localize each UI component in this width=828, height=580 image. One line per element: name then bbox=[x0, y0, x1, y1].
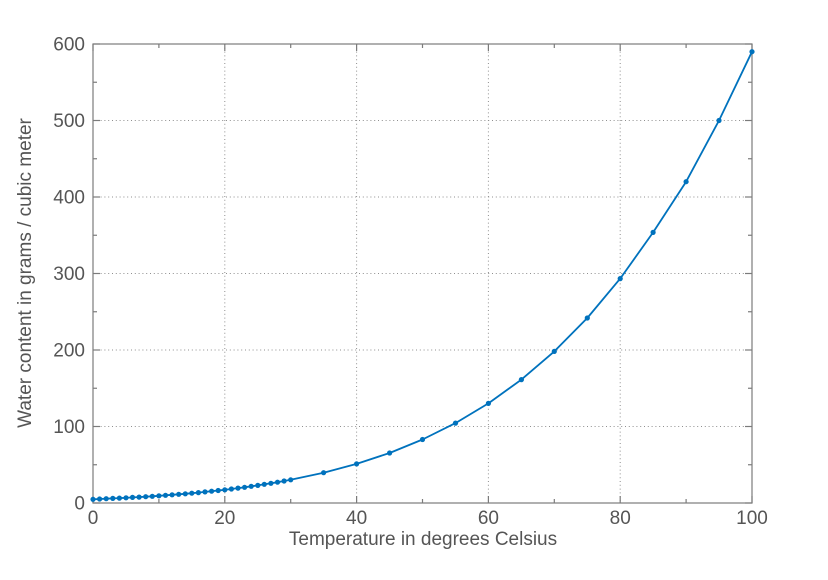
data-point bbox=[354, 461, 360, 467]
data-point bbox=[202, 489, 208, 495]
data-point bbox=[149, 493, 155, 499]
y-tick-label: 0 bbox=[74, 494, 85, 515]
x-tick-label: 60 bbox=[478, 508, 499, 529]
data-point bbox=[419, 436, 426, 443]
data-point bbox=[518, 377, 525, 383]
data-point bbox=[683, 179, 689, 185]
data-point bbox=[485, 400, 491, 406]
data-point bbox=[129, 494, 136, 500]
data-point bbox=[321, 470, 327, 476]
data-point bbox=[116, 495, 122, 501]
data-point bbox=[162, 492, 169, 498]
data-point bbox=[136, 494, 142, 500]
data-point bbox=[97, 496, 103, 502]
y-tick-label: 400 bbox=[53, 188, 85, 209]
x-tick-label: 80 bbox=[610, 508, 631, 529]
data-point bbox=[143, 494, 149, 500]
data-point bbox=[248, 483, 254, 489]
x-tick-label: 20 bbox=[214, 508, 235, 529]
data-point bbox=[551, 348, 557, 354]
data-point bbox=[228, 486, 234, 492]
y-tick-label: 100 bbox=[53, 417, 85, 438]
data-point bbox=[584, 315, 590, 321]
data-point bbox=[156, 493, 162, 499]
data-point bbox=[90, 496, 96, 502]
data-point bbox=[281, 478, 287, 484]
data-point bbox=[123, 495, 129, 501]
data-point bbox=[195, 490, 201, 496]
data-point bbox=[274, 479, 281, 485]
data-point bbox=[617, 276, 623, 282]
x-tick-label: 100 bbox=[736, 508, 768, 529]
y-tick-label: 600 bbox=[53, 35, 85, 56]
data-point bbox=[176, 491, 182, 497]
x-axis-label: Temperature in degrees Celsius bbox=[288, 529, 558, 550]
data-point bbox=[242, 484, 248, 490]
data-point bbox=[452, 420, 459, 426]
data-point bbox=[103, 496, 109, 502]
y-tick-label: 200 bbox=[53, 341, 85, 362]
data-point bbox=[235, 485, 241, 491]
data-point bbox=[255, 482, 261, 488]
data-point bbox=[189, 490, 195, 496]
data-series-line bbox=[92, 50, 753, 501]
y-tick-label: 300 bbox=[53, 264, 85, 285]
data-point bbox=[268, 480, 274, 486]
data-point bbox=[261, 481, 267, 487]
data-point bbox=[650, 229, 656, 235]
data-point bbox=[749, 49, 755, 55]
x-tick-label: 0 bbox=[88, 508, 99, 529]
y-tick-label: 500 bbox=[53, 111, 85, 132]
data-point bbox=[215, 487, 221, 494]
data-point bbox=[716, 117, 722, 124]
data-point bbox=[182, 491, 188, 497]
data-point bbox=[387, 450, 393, 456]
y-axis-label: Water content in grams / cubic meter bbox=[15, 118, 36, 428]
data-point bbox=[222, 487, 228, 493]
x-tick-label: 40 bbox=[346, 508, 367, 529]
data-point bbox=[169, 492, 175, 498]
data-point bbox=[110, 495, 116, 501]
data-point bbox=[209, 488, 215, 494]
data-point bbox=[288, 477, 294, 483]
